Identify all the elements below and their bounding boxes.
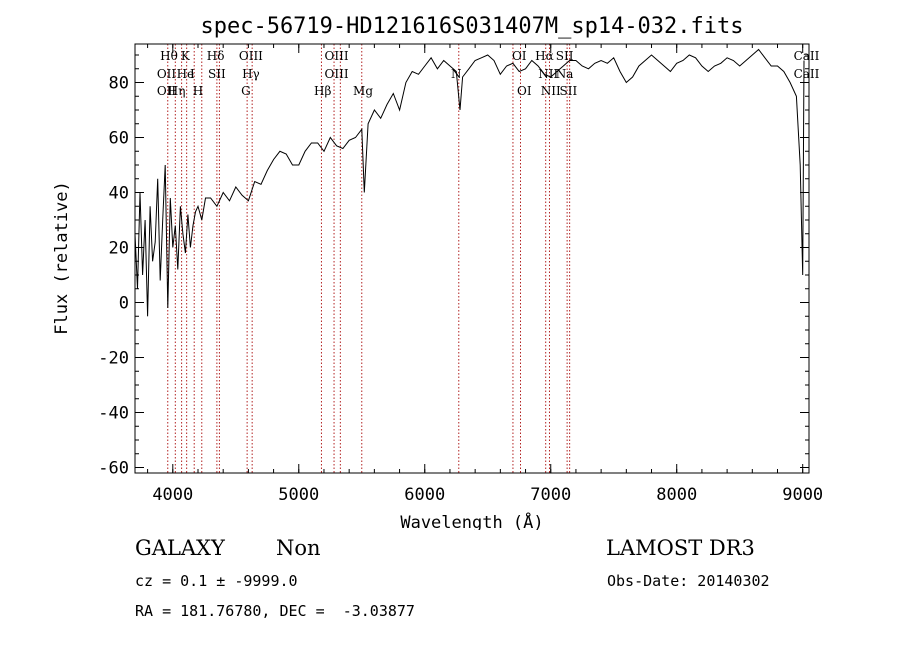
spectral-line-label: OII — [157, 67, 177, 81]
spectral-line-label: Hδ — [207, 49, 225, 63]
y-tick-label: -20 — [98, 349, 129, 369]
y-axis-label: Flux (relative) — [52, 181, 72, 335]
spectral-line-label: NII — [541, 84, 561, 98]
spectral-line-label: OII — [157, 84, 177, 98]
spectral-line-label: OIII — [239, 49, 263, 63]
spectral-line-label: Hθ — [160, 49, 178, 63]
spectrum-chart: spec-56719-HD121616S031407M_sp14-032.fit… — [52, 14, 823, 530]
spectral-line-label: OI — [512, 49, 527, 63]
y-tick-label: 60 — [109, 129, 129, 149]
spectral-line-label: Hα — [535, 49, 554, 63]
y-tick-label: 20 — [109, 239, 129, 259]
spectral-line-label: OIII — [325, 67, 349, 81]
spectral-line-label: He — [177, 67, 195, 81]
survey-name: LAMOST DR3 — [606, 536, 755, 560]
redshift-cz: cz = 0.1 ± -9999.0 — [135, 572, 298, 590]
plot-frame — [134, 43, 810, 474]
object-class: GALAXY — [135, 536, 225, 560]
ra-dec: RA = 181.76780, DEC = -3.03877 — [135, 602, 415, 620]
spectral-line-label: SII — [556, 49, 574, 63]
spectral-line-label: Mg — [353, 84, 373, 98]
spectral-line-label: OI — [517, 84, 532, 98]
spectral-line-markers — [167, 44, 571, 473]
spectral-line-label: SII — [560, 84, 578, 98]
x-tick-label: 8000 — [656, 485, 697, 505]
spectral-line-label: CaII — [794, 67, 820, 81]
spectral-line-label: Na — [556, 67, 574, 81]
y-tick-label: -40 — [98, 404, 129, 424]
spectral-line-label: OIII — [325, 49, 349, 63]
y-tick-label: 80 — [109, 74, 129, 94]
spectral-line-label: I — [190, 67, 195, 81]
spectral-line-label: Hγ — [242, 67, 260, 81]
object-subclass: Non — [276, 536, 321, 560]
spectral-line-label: SII — [208, 67, 226, 81]
axis-ticks: 4000 5000 6000 7000 8000 9000 -60 -40 -20 0 20 40 60… — [98, 44, 823, 505]
spectral-line-label: H — [193, 84, 203, 98]
spectral-line-label: G — [241, 84, 251, 98]
spectral-line-label: Hβ — [314, 84, 331, 98]
x-tick-label: 7000 — [530, 485, 571, 505]
x-tick-label: 6000 — [404, 485, 445, 505]
spectrum-line — [134, 48, 805, 317]
x-tick-label: 5000 — [278, 485, 319, 505]
spectral-line-label: NII — [538, 67, 558, 81]
y-tick-label: 0 — [119, 294, 129, 314]
spectral-line-label: K — [181, 49, 191, 63]
x-tick-label: 4000 — [152, 485, 193, 505]
x-tick-label: 9000 — [782, 485, 823, 505]
chart-title: spec-56719-HD121616S031407M_sp14-032.fit… — [200, 14, 743, 39]
observation-date: Obs-Date: 20140302 — [607, 572, 770, 590]
spectral-line-label: Hη — [168, 84, 186, 98]
x-axis-label: Wavelength (Å) — [400, 511, 543, 530]
spectral-line-label: CaII — [794, 49, 820, 63]
y-tick-label: -60 — [98, 459, 129, 479]
y-tick-label: 40 — [109, 184, 129, 204]
